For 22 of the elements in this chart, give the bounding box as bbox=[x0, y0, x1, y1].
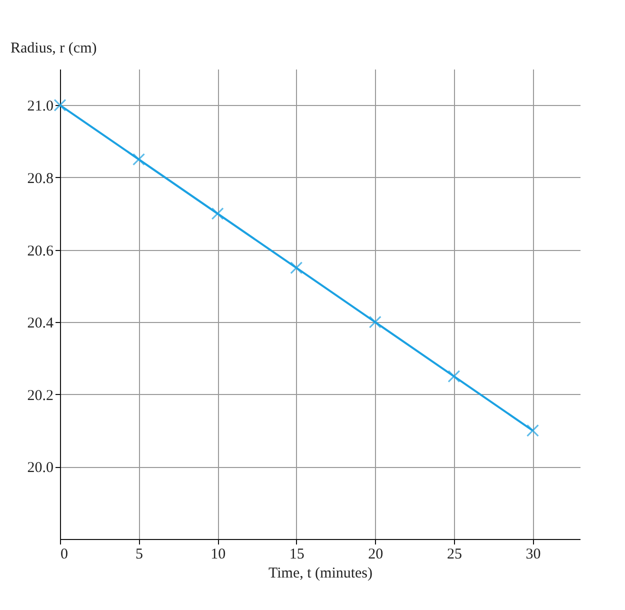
y-axis-title: Radius, r (cm) bbox=[10, 40, 97, 56]
point bbox=[211, 207, 224, 220]
x-tick-label: 10 bbox=[210, 546, 226, 562]
x-tick-label: 5 bbox=[136, 546, 144, 562]
point bbox=[132, 153, 146, 166]
point bbox=[448, 370, 460, 383]
x-tick-label: 25 bbox=[446, 546, 462, 562]
y-tick-label: 20.6 bbox=[27, 243, 54, 260]
y-tick-label: 20.4 bbox=[27, 316, 54, 332]
y-tick-label: 20.8 bbox=[27, 170, 54, 187]
y-tick-label: 21.0 bbox=[27, 98, 54, 115]
point bbox=[54, 98, 66, 112]
y-tick-label: 20.0 bbox=[27, 460, 54, 476]
point bbox=[290, 262, 303, 274]
x-tick-label: 20 bbox=[368, 546, 384, 562]
point bbox=[526, 424, 540, 437]
x-tick-label: 15 bbox=[289, 546, 304, 562]
y-tick-label: 20.2 bbox=[27, 388, 54, 404]
x-axis-title: Time, t (minutes) bbox=[268, 566, 373, 582]
x-tick-label: 30 bbox=[526, 546, 541, 562]
x-tick-label: 0 bbox=[60, 546, 68, 562]
point bbox=[368, 316, 382, 328]
